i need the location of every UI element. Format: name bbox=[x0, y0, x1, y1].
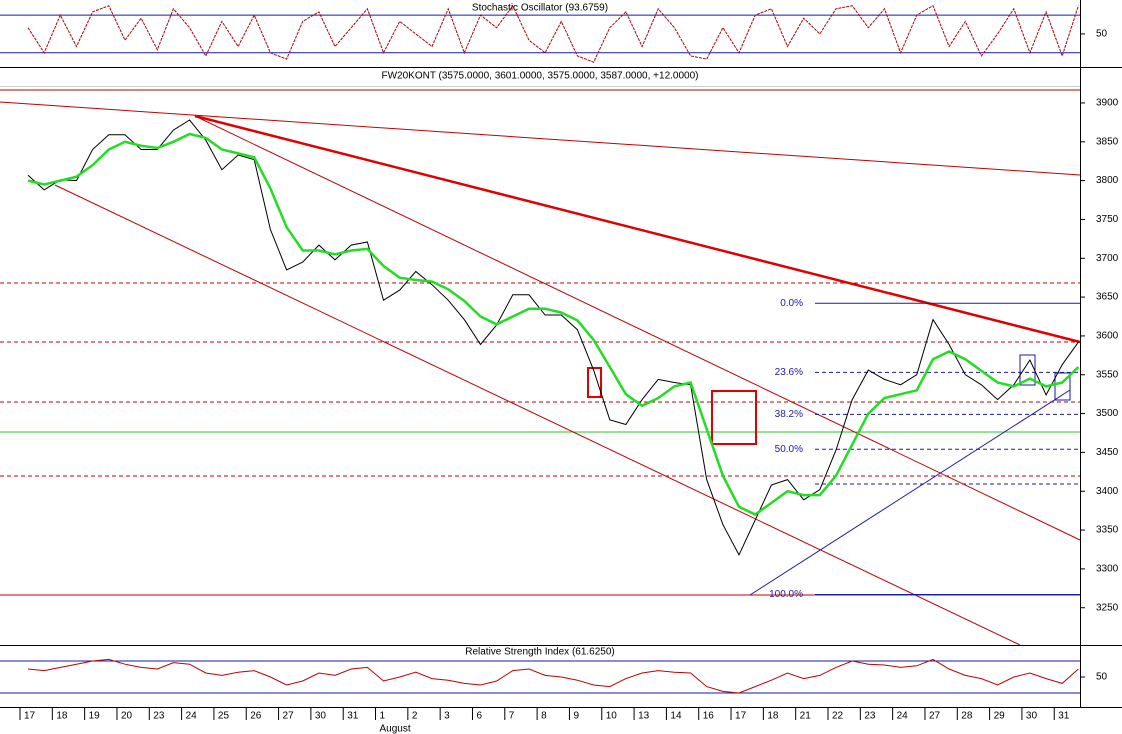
y-tick-label: 3800 bbox=[1096, 175, 1119, 186]
x-tick-label: 16 bbox=[703, 711, 715, 722]
panel-borders bbox=[0, 0, 1122, 708]
x-tick-label: 9 bbox=[573, 711, 579, 722]
y-tick-label: 3900 bbox=[1096, 98, 1119, 109]
drawn-lines bbox=[0, 89, 1081, 646]
y-tick-label: 3350 bbox=[1096, 525, 1119, 536]
x-tick-label: 17 bbox=[735, 711, 747, 722]
month-label: August bbox=[380, 724, 411, 734]
rsi-title: Relative Strength Index (61.6250) bbox=[465, 647, 615, 658]
y-tick-label: 3750 bbox=[1096, 214, 1119, 225]
x-tick-label: 18 bbox=[56, 711, 68, 722]
x-tick-label: 23 bbox=[864, 711, 876, 722]
x-tick-label: 27 bbox=[929, 711, 941, 722]
x-tick-label: 8 bbox=[541, 711, 547, 722]
series-line bbox=[27, 658, 1079, 694]
x-tick-label: 17 bbox=[24, 711, 36, 722]
fib-label: 23.6% bbox=[775, 367, 803, 378]
x-tick-label: 28 bbox=[961, 711, 973, 722]
y-tick-label: 3250 bbox=[1096, 602, 1119, 613]
x-tick-label: 27 bbox=[283, 711, 295, 722]
x-tick-label: 6 bbox=[476, 711, 482, 722]
x-tick-label: 13 bbox=[638, 711, 650, 722]
fib-label: 38.2% bbox=[775, 409, 803, 420]
y-tick-label: 3700 bbox=[1096, 253, 1119, 264]
y-tick-label: 3850 bbox=[1096, 136, 1119, 147]
fib-label: 0.0% bbox=[780, 298, 803, 309]
x-tick-label: 31 bbox=[347, 711, 359, 722]
x-tick-label: 22 bbox=[832, 711, 844, 722]
x-tick-label: 23 bbox=[153, 711, 165, 722]
y-tick-label: 3450 bbox=[1096, 447, 1119, 458]
x-tick-label: 24 bbox=[897, 711, 909, 722]
x-tick-label: 30 bbox=[1026, 711, 1038, 722]
fib-label: 50.0% bbox=[775, 444, 803, 455]
x-tick-label: 3 bbox=[444, 711, 450, 722]
y-tick-label: 3500 bbox=[1096, 408, 1119, 419]
x-tick-label: 24 bbox=[186, 711, 198, 722]
y-tick-label: 50 bbox=[1096, 672, 1108, 683]
x-tick-label: 29 bbox=[994, 711, 1006, 722]
y-tick-label: 3650 bbox=[1096, 292, 1119, 303]
y-tick-label: 3550 bbox=[1096, 369, 1119, 380]
x-tick-label: 20 bbox=[121, 711, 133, 722]
x-tick-label: 31 bbox=[1058, 711, 1070, 722]
y-tick-label: 3600 bbox=[1096, 331, 1119, 342]
price-title: FW20KONT (3575.0000, 3601.0000, 3575.000… bbox=[381, 71, 698, 82]
x-tick-label: 30 bbox=[315, 711, 327, 722]
x-tick-label: 25 bbox=[218, 711, 230, 722]
x-tick-label: 18 bbox=[767, 711, 779, 722]
fib-label: 100.0% bbox=[769, 589, 803, 600]
x-tick-label: 2 bbox=[412, 711, 418, 722]
y-tick-label: 3400 bbox=[1096, 486, 1119, 497]
x-tick-label: 1 bbox=[380, 711, 386, 722]
x-tick-label: 14 bbox=[670, 711, 682, 722]
y-tick-label: 50 bbox=[1096, 29, 1108, 40]
x-tick-label: 26 bbox=[250, 711, 262, 722]
x-tick-label: 7 bbox=[509, 711, 515, 722]
moving-average-line bbox=[27, 132, 1080, 516]
x-tick-label: 19 bbox=[89, 711, 101, 722]
stochastic-title: Stochastic Oscillator (93.6759) bbox=[472, 3, 608, 14]
series-line bbox=[27, 4, 1079, 63]
y-tick-label: 3300 bbox=[1096, 564, 1119, 575]
x-tick-label: 21 bbox=[800, 711, 812, 722]
x-tick-label: 10 bbox=[606, 711, 618, 722]
